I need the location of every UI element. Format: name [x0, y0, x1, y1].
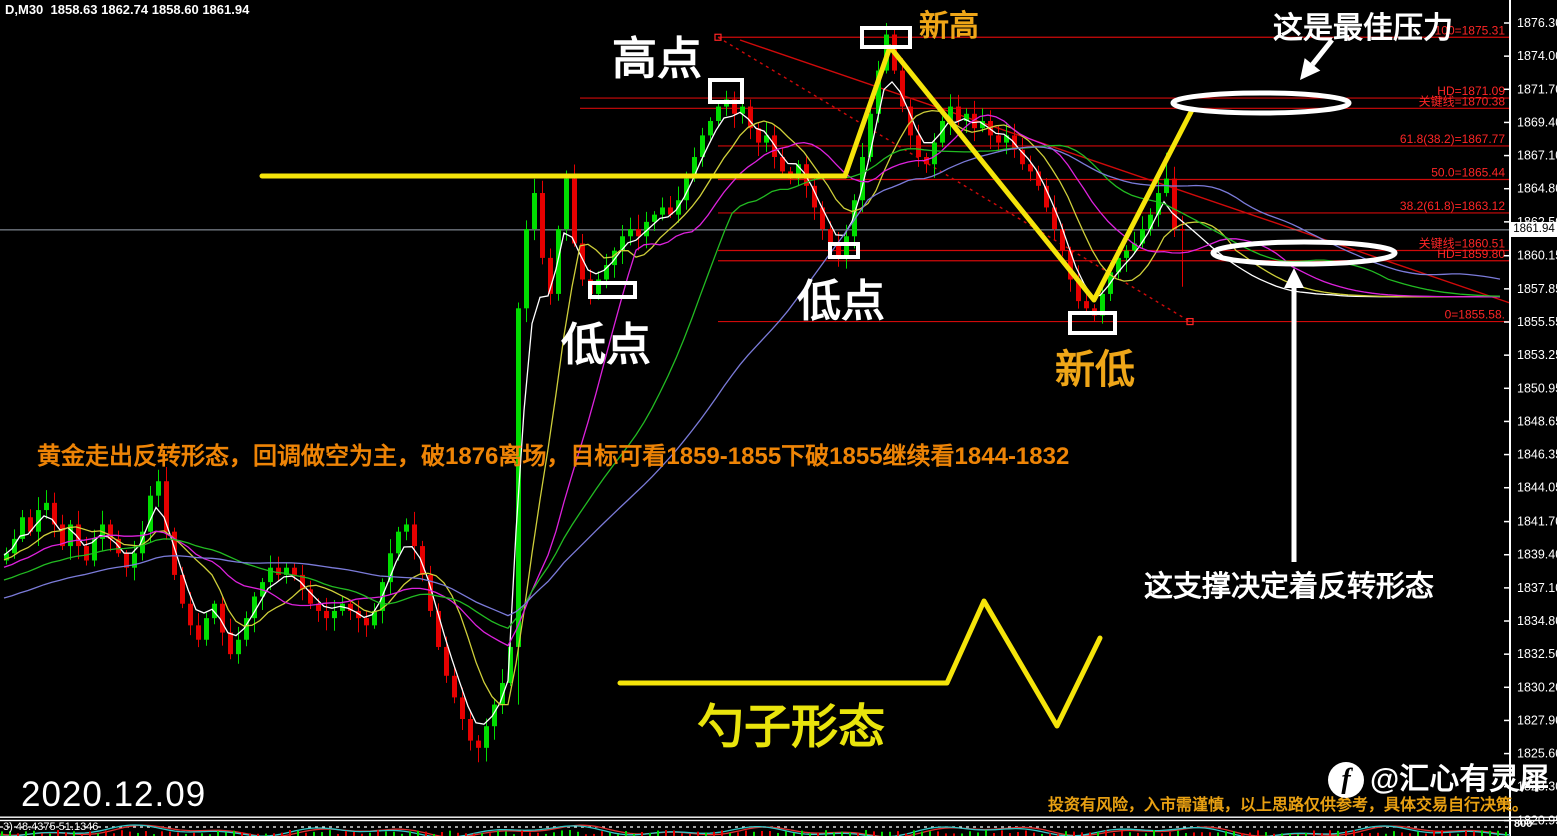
svg-text:50.0=1865.44: 50.0=1865.44 — [1431, 165, 1505, 179]
svg-text:1853.25: 1853.25 — [1517, 348, 1557, 362]
price-axis[interactable]: 1876.30 1874.00 1871.70 1869.40 1867.10 1864.… — [1504, 0, 1557, 836]
annotation-spoon-pattern-label: 勺子形态 — [697, 700, 885, 753]
annotation-new-high-label: 新高 — [919, 10, 979, 43]
svg-text:1830.20: 1830.20 — [1517, 680, 1557, 694]
svg-text:1848.65: 1848.65 — [1517, 414, 1557, 428]
indicator-value-label: 3) 48.4375 51.1346 — [3, 821, 99, 833]
svg-text:1869.40: 1869.40 — [1517, 115, 1557, 129]
svg-text:HD=1859.80: HD=1859.80 — [1437, 247, 1505, 261]
symbol-ohlc-info: D,M30 1858.63 1862.74 1858.60 1861.94 — [5, 2, 250, 17]
svg-text:1834.80: 1834.80 — [1517, 614, 1557, 628]
annotation-new-low-label: 新低 — [1055, 348, 1135, 392]
candlesticks-layer — [4, 23, 1185, 763]
ma-16 — [3, 114, 1500, 647]
svg-text:1860.15: 1860.15 — [1517, 249, 1557, 263]
svg-text:1850.95: 1850.95 — [1517, 381, 1557, 395]
annotation-high-label: 高点 — [612, 33, 703, 84]
svg-text:关键线=1870.38: 关键线=1870.38 — [1419, 94, 1506, 108]
svg-text:1876.30: 1876.30 — [1517, 16, 1557, 30]
annotation-analysis-text: 黄金走出反转形态，回调做空为主，破1876离场，目标可看1859-1855下破1… — [37, 443, 1070, 470]
svg-text:关键线=1860.51: 关键线=1860.51 — [1419, 237, 1506, 251]
ma-45 — [3, 146, 1501, 617]
svg-text:1867.10: 1867.10 — [1517, 149, 1557, 163]
current-price-axis-box: 1861.94 — [1511, 222, 1557, 237]
svg-text:0=1855.58.: 0=1855.58. — [1445, 308, 1505, 322]
ma-28 — [3, 144, 1501, 629]
annotation-low-label-2: 低点 — [797, 277, 885, 326]
svg-text:1841.70: 1841.70 — [1517, 515, 1557, 529]
panel-separator — [0, 816, 1557, 822]
svg-text:HD=1871.09: HD=1871.09 — [1437, 84, 1505, 98]
brand-logo-icon: f — [1328, 762, 1364, 798]
annotation-pressure-note: 这是最佳压力 — [1273, 12, 1453, 45]
risk-disclaimer-text: 投资有风险，入市需谨慎，以上思路仅供参考，具体交易自行决策。 — [1048, 797, 1529, 814]
indicator-panel[interactable] — [0, 824, 1510, 836]
svg-text:1825.60: 1825.60 — [1517, 747, 1557, 761]
svg-text:61.8(38.2)=1867.77: 61.8(38.2)=1867.77 — [1400, 132, 1505, 146]
svg-text:1837.10: 1837.10 — [1517, 581, 1557, 595]
indicator-scale-label: 800 — [1514, 818, 1533, 830]
svg-text:1855.55: 1855.55 — [1517, 315, 1557, 329]
svg-text:1871.70: 1871.70 — [1517, 82, 1557, 96]
svg-text:1827.90: 1827.90 — [1517, 713, 1557, 727]
white-annotation-shapes — [588, 26, 1398, 562]
fast-ma — [3, 80, 1500, 725]
svg-text:100=1875.31: 100=1875.31 — [1435, 23, 1506, 37]
svg-text:1839.40: 1839.40 — [1517, 548, 1557, 562]
svg-text:1874.00: 1874.00 — [1517, 49, 1557, 63]
ma-9 — [3, 109, 1500, 706]
watermark: f @汇心有灵犀 — [1328, 762, 1549, 798]
svg-text:1864.80: 1864.80 — [1517, 182, 1557, 196]
annotation-low-label-1: 低点 — [561, 319, 652, 370]
annotation-date-label: 2020.12.09 — [21, 775, 207, 814]
watermark-handle: @汇心有灵犀 — [1370, 763, 1550, 797]
svg-text:1823.30: 1823.30 — [1517, 780, 1557, 794]
annotation-support-note: 这支撑决定着反转形态 — [1144, 571, 1435, 603]
svg-text:1832.50: 1832.50 — [1517, 647, 1557, 661]
svg-text:1846.35: 1846.35 — [1517, 448, 1557, 462]
svg-text:38.2(61.8)=1863.12: 38.2(61.8)=1863.12 — [1400, 199, 1505, 213]
svg-text:1857.85: 1857.85 — [1517, 282, 1557, 296]
svg-text:1844.05: 1844.05 — [1517, 481, 1557, 495]
